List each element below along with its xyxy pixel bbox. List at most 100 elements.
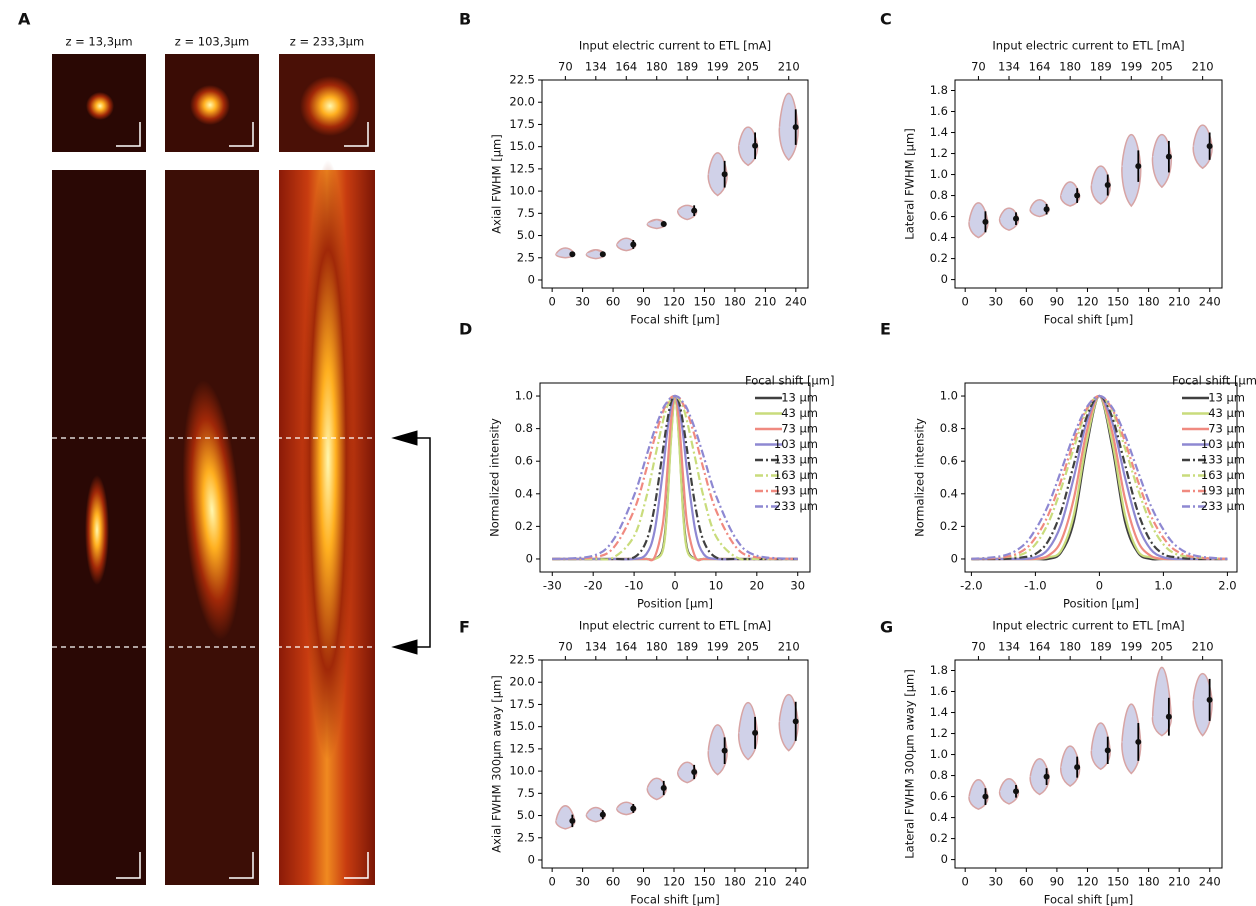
y-axis-label: Normalized intensity bbox=[913, 418, 927, 537]
x2-axis-label: Input electric current to ETL [mA] bbox=[992, 619, 1184, 633]
plot-frame bbox=[954, 79, 1223, 289]
plot-frame bbox=[539, 382, 811, 573]
plot-frame bbox=[541, 659, 809, 869]
y-tick-label: 1.6 bbox=[930, 684, 948, 698]
y-tick-label: 0.6 bbox=[930, 209, 948, 223]
x-tick-label: 60 bbox=[606, 295, 621, 309]
x2-tick-label: 189 bbox=[1090, 640, 1112, 654]
x2-tick-label: 164 bbox=[1029, 640, 1051, 654]
image-spot bbox=[302, 160, 354, 760]
legend-label: 73 µm bbox=[1208, 422, 1245, 436]
y-tick-label: 17.5 bbox=[509, 697, 535, 711]
x-tick-label: 120 bbox=[1077, 875, 1099, 889]
x-tick-label: 180 bbox=[724, 295, 746, 309]
x-tick-label: 0 bbox=[548, 295, 555, 309]
x-axis-label: Focal shift [µm] bbox=[1044, 313, 1133, 327]
panel-label: B bbox=[459, 10, 471, 29]
y-tick-label: 0.8 bbox=[515, 421, 533, 435]
x2-tick-label: 199 bbox=[707, 640, 729, 654]
image-title: z = 13,3µm bbox=[65, 35, 132, 49]
mean-dot bbox=[1165, 153, 1172, 160]
y-tick-label: 0.8 bbox=[940, 421, 958, 435]
x2-axis-label: Input electric current to ETL [mA] bbox=[579, 39, 771, 53]
series-line bbox=[552, 394, 798, 561]
x2-tick-label: 199 bbox=[707, 60, 729, 74]
series-line bbox=[971, 394, 1228, 561]
legend-label: 73 µm bbox=[781, 422, 818, 436]
violin bbox=[1151, 133, 1173, 189]
series-line bbox=[552, 394, 798, 561]
image-spot bbox=[85, 475, 109, 585]
series-line bbox=[552, 394, 798, 561]
x2-tick-label: 134 bbox=[585, 640, 607, 654]
legend-label: 103 µm bbox=[774, 437, 818, 451]
violin bbox=[707, 724, 728, 776]
y-tick-label: 7.5 bbox=[517, 786, 535, 800]
y-axis-label: Normalized intensity bbox=[488, 418, 502, 537]
x-tick-label: 150 bbox=[1107, 875, 1129, 889]
mean-dot bbox=[1206, 696, 1213, 703]
x2-tick-label: 199 bbox=[1120, 640, 1142, 654]
y-tick-label: 1.8 bbox=[930, 83, 948, 97]
violin bbox=[778, 693, 799, 752]
y-tick-label: 0.2 bbox=[930, 831, 948, 845]
x-tick-label: 240 bbox=[1199, 875, 1221, 889]
y-tick-label: 0 bbox=[528, 273, 535, 287]
mean-dot bbox=[982, 218, 989, 225]
violin bbox=[968, 779, 989, 810]
y-axis-label: Lateral FWHM [µm] bbox=[903, 128, 917, 239]
legend-title: Focal shift [µm] bbox=[745, 374, 834, 388]
y-tick-label: 10.0 bbox=[509, 184, 535, 198]
violin bbox=[1059, 745, 1081, 787]
mean-dot bbox=[1074, 192, 1081, 199]
y-tick-label: 10.0 bbox=[509, 764, 535, 778]
plot-frame bbox=[954, 659, 1223, 869]
range-arrow bbox=[391, 430, 431, 655]
x-tick-label: 240 bbox=[785, 875, 807, 889]
x-tick-label: -20 bbox=[584, 579, 603, 593]
y-tick-label: 1.4 bbox=[930, 125, 948, 139]
x-tick-label: 0 bbox=[548, 875, 555, 889]
x-tick-label: 180 bbox=[724, 875, 746, 889]
violin bbox=[1192, 672, 1213, 737]
plot-frame bbox=[541, 79, 809, 289]
y-tick-label: 22.5 bbox=[509, 653, 535, 667]
x2-tick-label: 205 bbox=[1151, 640, 1173, 654]
x-tick-label: 240 bbox=[1199, 295, 1221, 309]
y-tick-label: 7.5 bbox=[517, 206, 535, 220]
y-tick-label: 0 bbox=[951, 551, 958, 565]
x-tick-label: 180 bbox=[1138, 295, 1160, 309]
mean-dot bbox=[630, 241, 637, 248]
image-title: z = 233,3µm bbox=[290, 35, 364, 49]
mean-dot bbox=[1165, 713, 1172, 720]
mean-dot bbox=[982, 793, 989, 800]
y-tick-label: 0 bbox=[528, 853, 535, 867]
y-tick-label: 1.6 bbox=[930, 104, 948, 118]
x-tick-label: 60 bbox=[1019, 875, 1034, 889]
violin bbox=[1121, 133, 1142, 208]
y-tick-label: 0.2 bbox=[940, 519, 958, 533]
y-tick-label: 15.0 bbox=[509, 139, 535, 153]
y-axis-label: Axial FWHM 300µm away [µm] bbox=[490, 675, 504, 853]
y-tick-label: 0 bbox=[941, 272, 948, 286]
image-spot bbox=[182, 380, 242, 640]
x2-tick-label: 70 bbox=[558, 60, 573, 74]
mean-dot bbox=[1206, 143, 1213, 150]
violin bbox=[968, 202, 989, 239]
y-tick-label: 0 bbox=[941, 852, 948, 866]
x-tick-label: 150 bbox=[1107, 295, 1129, 309]
y-tick-label: 2.5 bbox=[517, 250, 535, 264]
x-axis-label: Focal shift [µm] bbox=[630, 893, 719, 906]
y-tick-label: 0.4 bbox=[940, 486, 958, 500]
chart: C 0 0.2 0.4 0.6 0.8 1.0 1.2 1.4 1.6 1.8 0 30 60 90 120 1… bbox=[880, 10, 1223, 327]
chart: D 0 0.2 0.4 0.6 0.8 1.0 -30 -20 -10 0 10 20 30 Positio… bbox=[459, 320, 834, 611]
x-tick-label: 60 bbox=[606, 875, 621, 889]
y-tick-label: 15.0 bbox=[509, 719, 535, 733]
x2-tick-label: 70 bbox=[971, 60, 986, 74]
y-tick-label: 2.5 bbox=[517, 830, 535, 844]
legend-label: 233 µm bbox=[1201, 499, 1245, 513]
x2-tick-label: 210 bbox=[778, 60, 800, 74]
x-tick-label: 210 bbox=[754, 295, 776, 309]
series-line bbox=[971, 394, 1228, 561]
x2-tick-label: 210 bbox=[778, 640, 800, 654]
